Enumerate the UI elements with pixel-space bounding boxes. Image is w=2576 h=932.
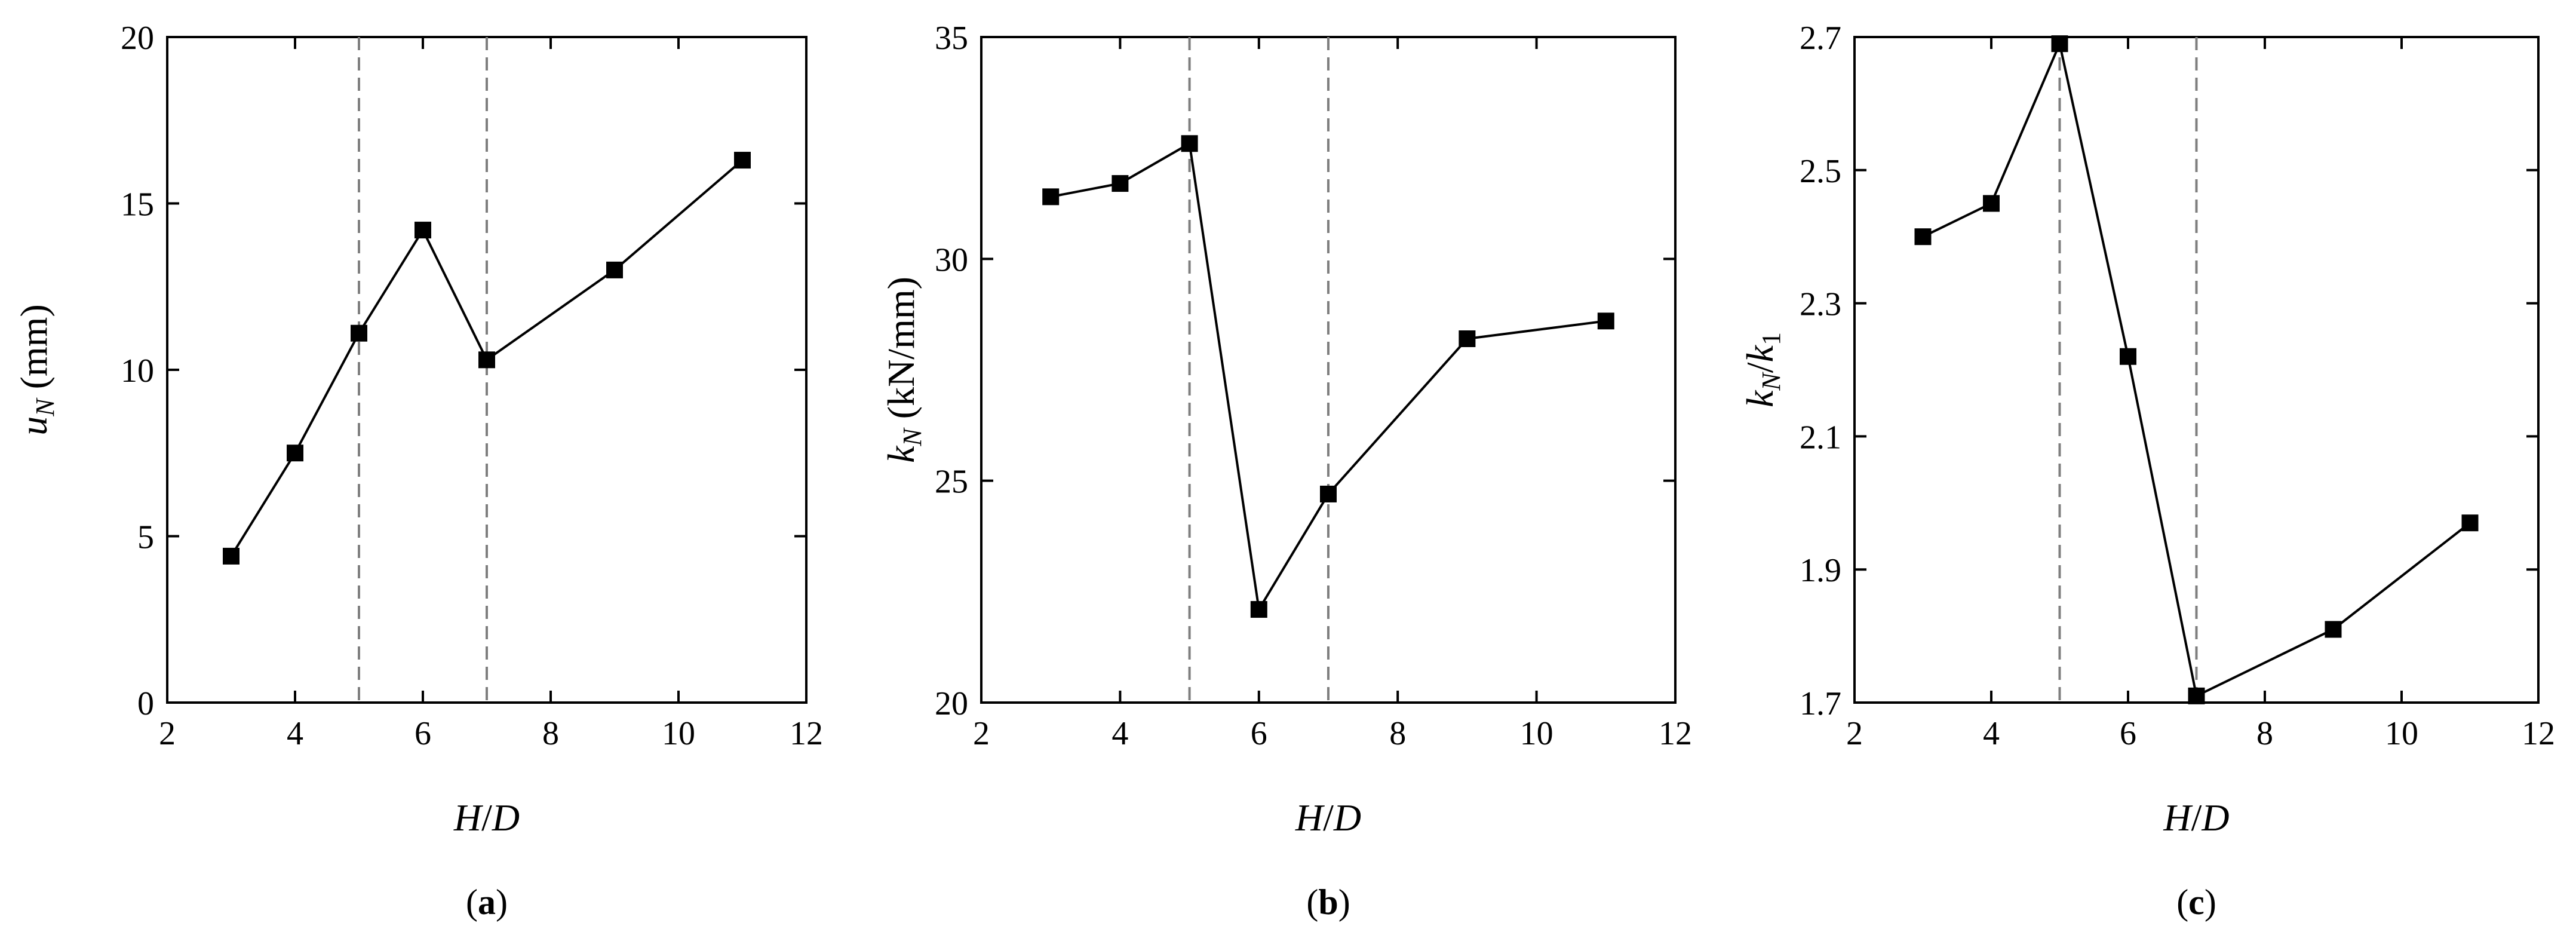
data-point — [415, 222, 431, 239]
y-tick-label: 10 — [121, 352, 154, 390]
x-tick-label: 4 — [1983, 715, 2000, 752]
x-tick-label: 12 — [1659, 715, 1692, 752]
x-tick-label: 10 — [1520, 715, 1553, 752]
y-axis-title: kN/k1 — [1739, 332, 1786, 407]
x-axis-title: H/D — [2163, 796, 2229, 839]
y-tick-label: 20 — [935, 685, 968, 722]
data-point — [606, 261, 623, 278]
data-point — [2188, 687, 2205, 704]
data-point — [2325, 621, 2342, 638]
data-point — [1597, 312, 1614, 330]
chart-panel-a: 2 4 6 8 10 12 0 5 10 15 20 H/D uN (mm) (a) — [13, 20, 823, 922]
data-point — [1459, 330, 1476, 348]
y-axis-title: kN (kN/mm) — [880, 277, 927, 463]
data-point — [478, 351, 495, 369]
x-tick-label: 12 — [2522, 715, 2555, 752]
x-tick-label: 6 — [1251, 715, 1267, 752]
x-tick-label: 8 — [2256, 715, 2273, 752]
x-tick-label: 8 — [1389, 715, 1406, 752]
x-tick-label: 12 — [790, 715, 823, 752]
x-tick-label: 4 — [1112, 715, 1128, 752]
x-tick-label: 6 — [2120, 715, 2136, 752]
x-tick-label: 4 — [287, 715, 303, 752]
data-point — [223, 547, 240, 565]
data-point — [2051, 35, 2068, 53]
data-point — [2461, 514, 2479, 532]
x-tick-label: 8 — [542, 715, 559, 752]
data-point — [2120, 348, 2136, 365]
series-line — [1050, 142, 1607, 613]
chart-panel-c: 2 4 6 8 10 12 1.7 1.9 2.1 2.3 2.5 2.7 H/D kN/k1 (c) — [1739, 20, 2555, 922]
y-tick-label: 15 — [121, 186, 154, 223]
data-point — [1112, 175, 1129, 192]
y-tick-label: 1.9 — [1800, 552, 1841, 589]
x-tick-label: 6 — [415, 715, 431, 752]
x-tick-label: 2 — [159, 715, 176, 752]
panel-label: (c) — [2176, 882, 2216, 922]
y-tick-label: 2.7 — [1800, 20, 1841, 57]
data-point — [1042, 188, 1060, 206]
x-tick-label: 2 — [1846, 715, 1863, 752]
y-tick-label: 2.5 — [1800, 153, 1841, 190]
panel-label: (a) — [466, 882, 508, 922]
y-tick-label: 1.7 — [1800, 685, 1841, 722]
data-point — [287, 444, 303, 462]
panel-label: (b) — [1306, 882, 1350, 922]
y-tick-label: 20 — [121, 20, 154, 57]
y-tick-label: 30 — [935, 241, 968, 278]
y-tick-label: 5 — [137, 519, 154, 556]
x-tick-label: 2 — [973, 715, 990, 752]
data-point — [734, 152, 751, 169]
y-tick-label: 35 — [935, 20, 968, 57]
y-axis-title: uN (mm) — [13, 304, 60, 436]
y-tick-label: 2.3 — [1800, 286, 1841, 323]
y-tick-label: 2.1 — [1800, 419, 1841, 456]
data-point — [1914, 228, 1932, 246]
x-axis-title: H/D — [453, 796, 520, 839]
y-tick-label: 0 — [137, 685, 154, 722]
data-point — [1181, 135, 1198, 152]
y-tick-label: 25 — [935, 464, 968, 501]
data-point — [1983, 195, 2000, 212]
data-point — [1320, 485, 1337, 502]
x-tick-label: 10 — [2385, 715, 2418, 752]
x-tick-label: 10 — [662, 715, 695, 752]
chart-panel-b: 2 4 6 8 10 12 20 25 30 35 H/D kN (kN/mm) (b) — [880, 20, 1692, 922]
x-axis-title: H/D — [1295, 796, 1361, 839]
data-point — [351, 324, 367, 342]
data-point — [1250, 601, 1267, 618]
